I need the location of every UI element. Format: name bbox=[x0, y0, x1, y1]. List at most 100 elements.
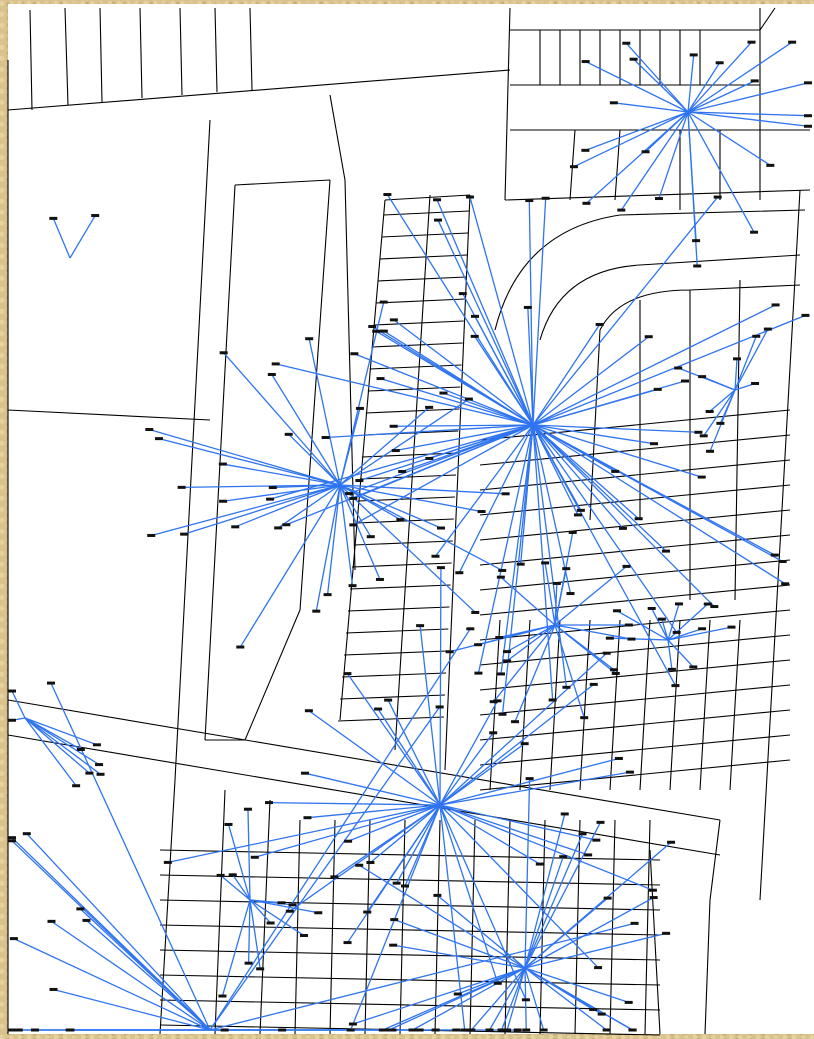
label-mark bbox=[470, 334, 479, 338]
connection-line bbox=[221, 899, 251, 997]
label-mark bbox=[431, 554, 440, 558]
connection-line bbox=[532, 424, 667, 552]
label-mark bbox=[763, 327, 772, 331]
connection-line bbox=[658, 111, 689, 199]
connection-line bbox=[609, 637, 669, 641]
parcel-edge bbox=[159, 899, 661, 911]
connection-line bbox=[151, 484, 341, 537]
label-mark bbox=[727, 625, 736, 629]
connection-line bbox=[50, 682, 211, 1031]
connection-line bbox=[11, 837, 211, 1031]
label-mark bbox=[496, 672, 505, 676]
label-mark bbox=[693, 264, 702, 268]
parcel-edge bbox=[373, 320, 464, 326]
label-mark bbox=[163, 860, 172, 864]
label-mark bbox=[8, 836, 16, 840]
label-mark bbox=[374, 707, 383, 711]
parcel-edge bbox=[379, 254, 468, 260]
label-mark bbox=[523, 305, 532, 309]
label-mark bbox=[566, 592, 575, 596]
label-mark bbox=[465, 195, 474, 199]
label-mark bbox=[589, 682, 598, 686]
connection-line bbox=[370, 804, 441, 864]
label-mark bbox=[474, 643, 483, 647]
label-mark bbox=[154, 437, 163, 441]
connection-line bbox=[181, 484, 341, 489]
label-mark bbox=[95, 763, 104, 767]
connection-line bbox=[514, 624, 556, 722]
label-mark bbox=[460, 1028, 469, 1032]
connection-line bbox=[651, 608, 669, 641]
connection-line bbox=[687, 111, 755, 233]
parcel-edge bbox=[346, 628, 449, 634]
parcel-edge bbox=[375, 298, 465, 304]
label-mark bbox=[30, 1028, 39, 1032]
connection-line bbox=[86, 919, 211, 1031]
label-mark bbox=[541, 196, 550, 200]
label-mark bbox=[219, 499, 228, 503]
connection-line bbox=[412, 967, 526, 1031]
connection-line bbox=[734, 328, 769, 391]
parcel-edge bbox=[579, 619, 591, 791]
connection-line bbox=[13, 938, 211, 1031]
connection-line bbox=[532, 424, 715, 608]
connection-line bbox=[366, 804, 441, 913]
connection-line bbox=[532, 424, 582, 511]
label-mark bbox=[467, 1028, 476, 1032]
label-mark bbox=[535, 862, 544, 866]
label-mark bbox=[634, 517, 643, 521]
label-mark bbox=[770, 553, 779, 557]
connection-line bbox=[308, 710, 441, 806]
label-mark bbox=[649, 442, 658, 446]
label-mark bbox=[8, 839, 16, 843]
connection-line bbox=[24, 717, 98, 746]
parcel-edge bbox=[699, 619, 711, 791]
label-mark bbox=[674, 602, 683, 606]
label-mark bbox=[416, 624, 425, 628]
connection-line bbox=[334, 804, 441, 878]
label-mark bbox=[552, 581, 561, 585]
label-mark bbox=[464, 397, 473, 401]
label-mark bbox=[662, 549, 671, 553]
label-mark bbox=[91, 214, 100, 218]
label-mark bbox=[715, 61, 724, 65]
connection-line bbox=[554, 624, 615, 671]
connection-line bbox=[307, 804, 441, 819]
label-mark bbox=[578, 832, 587, 836]
label-mark bbox=[716, 421, 725, 425]
label-mark bbox=[503, 1028, 512, 1032]
connection-line bbox=[645, 111, 689, 153]
connection-line bbox=[616, 610, 669, 641]
label-mark bbox=[372, 329, 381, 333]
connection-line bbox=[51, 920, 211, 1031]
label-mark bbox=[147, 533, 156, 537]
connection-line bbox=[339, 484, 442, 529]
connection-line bbox=[339, 398, 470, 486]
label-mark bbox=[85, 771, 94, 775]
connection-line bbox=[477, 424, 534, 674]
label-mark bbox=[474, 671, 483, 675]
connection-line bbox=[488, 967, 526, 1031]
label-mark bbox=[548, 698, 557, 702]
label-mark bbox=[662, 931, 671, 935]
parcel-edge bbox=[159, 779, 661, 1035]
connection-line bbox=[339, 484, 503, 572]
label-mark bbox=[614, 756, 623, 760]
label-mark bbox=[801, 313, 810, 317]
connection-line bbox=[209, 706, 441, 1031]
label-mark bbox=[750, 230, 759, 234]
label-mark bbox=[610, 668, 619, 672]
label-mark bbox=[388, 1028, 397, 1032]
connection-line bbox=[532, 424, 640, 520]
connection-line bbox=[439, 804, 599, 969]
label-mark bbox=[698, 375, 707, 379]
connection-line bbox=[439, 743, 526, 806]
label-mark bbox=[224, 822, 233, 826]
label-mark bbox=[379, 300, 388, 304]
label-mark bbox=[609, 101, 618, 105]
label-mark bbox=[305, 337, 314, 341]
connection-line bbox=[249, 899, 305, 937]
parcel-edge bbox=[369, 364, 462, 370]
label-mark bbox=[629, 57, 638, 61]
